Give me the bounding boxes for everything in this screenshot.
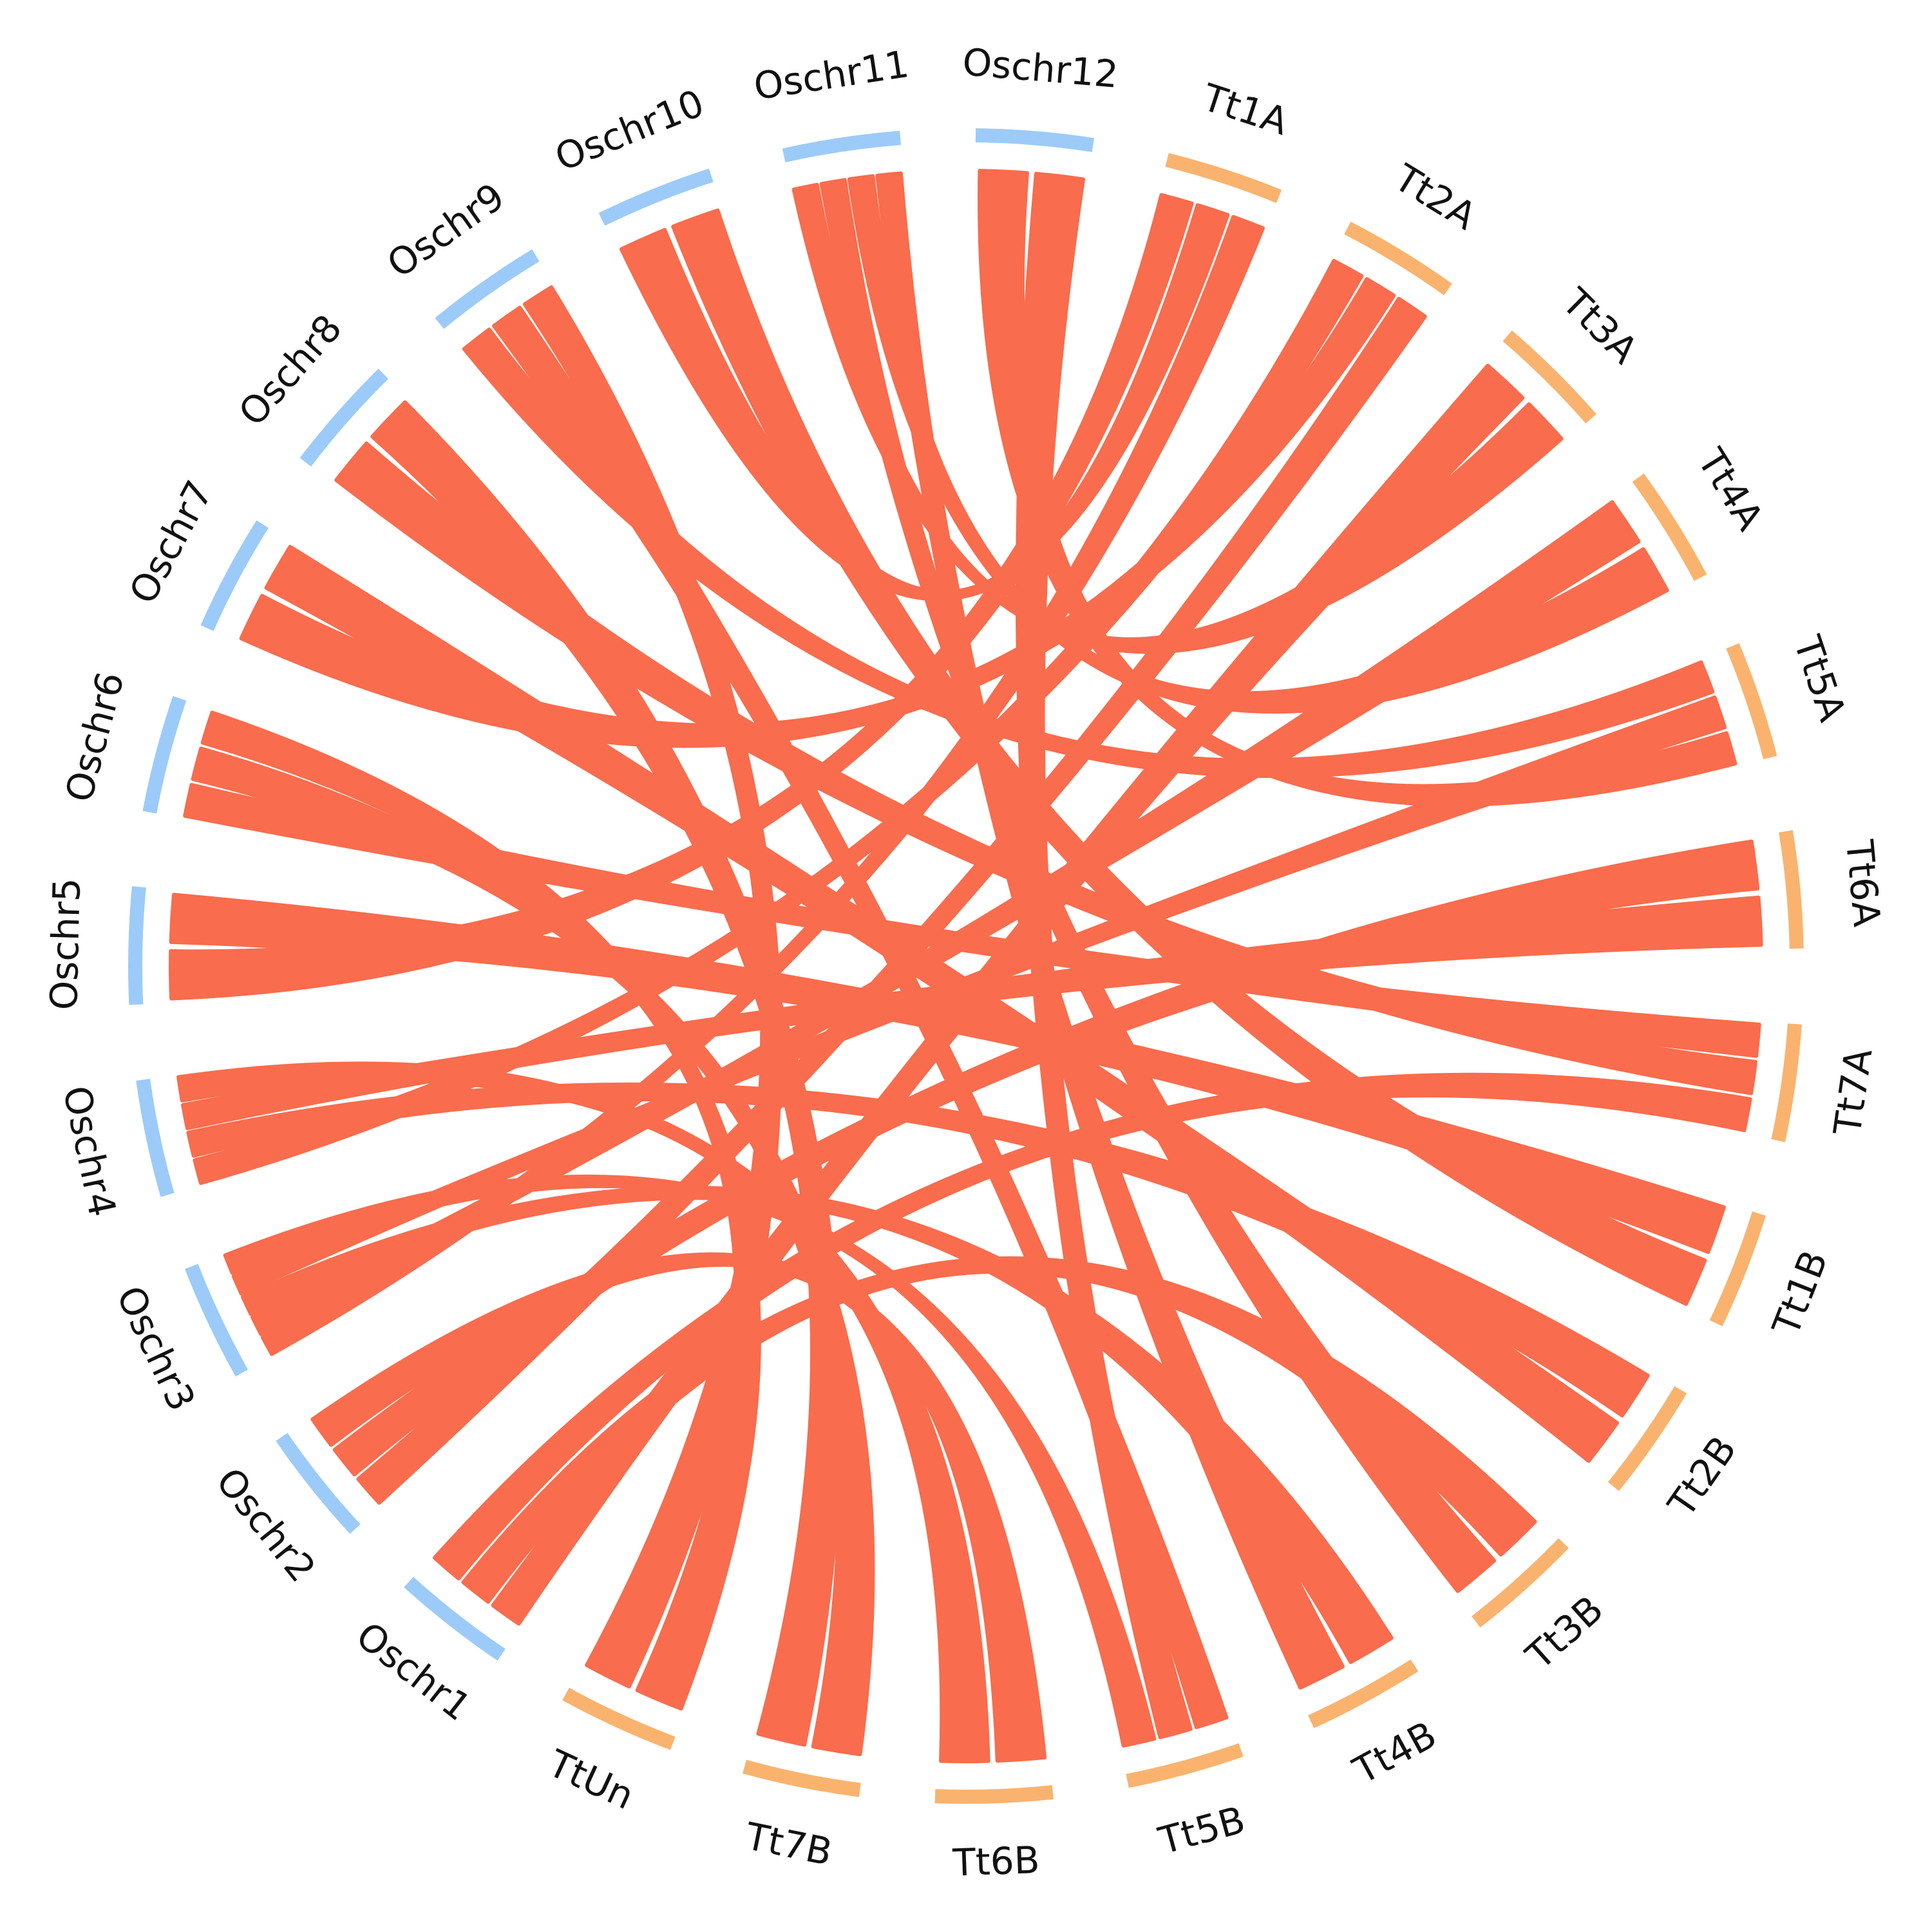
chromosome-arc-ttun xyxy=(562,1687,676,1750)
chromosome-arc-tt3a xyxy=(1502,330,1596,424)
synteny-link-tt6a-oschr4 xyxy=(180,895,1763,1130)
chromosome-label-tt1b: Tt1B xyxy=(1764,1244,1837,1341)
synteny-link-tt5a-oschr9 xyxy=(462,327,1715,779)
chromosome-label-oschr4: Oschr4 xyxy=(54,1082,124,1220)
chromosome-arc-oschr11 xyxy=(782,131,901,163)
synteny-link-tt7a-oschr8 xyxy=(334,441,1757,1095)
chromosome-arc-oschr9 xyxy=(435,249,540,329)
synteny-link-tt5a-oschr3 xyxy=(231,695,1727,1296)
chromosome-label-oschr10: Oschr10 xyxy=(549,81,710,180)
chromosome-label-oschr11: Oschr11 xyxy=(751,42,912,108)
synteny-link-tt7b-oschr8 xyxy=(370,400,843,1747)
chromosome-label-oschr12: Oschr12 xyxy=(961,40,1120,97)
chromosome-label-tt6b: Tt6B xyxy=(951,1838,1040,1885)
chromosome-arc-oschr6 xyxy=(142,696,187,814)
chromosome-label-tt3b: Tt3B xyxy=(1517,1587,1612,1678)
chromosome-arc-tt1b xyxy=(1709,1211,1766,1327)
chromosome-arc-oschr4 xyxy=(136,1079,175,1197)
chromosome-label-tt1a: Tt1A xyxy=(1197,75,1293,144)
chromosome-arc-tt5a xyxy=(1726,643,1777,760)
chromosome-arc-tt7b xyxy=(743,1759,861,1797)
chromosome-arc-oschr1 xyxy=(404,1577,506,1661)
chromosome-label-tt5a: Tt5A xyxy=(1785,630,1855,727)
chromosome-label-ttun: TtUn xyxy=(541,1741,640,1818)
chromosome-arc-tt4a xyxy=(1632,473,1707,582)
chromosome-label-tt7a: Tt7A xyxy=(1825,1045,1880,1138)
chromosome-label-oschr3: Oschr3 xyxy=(108,1279,204,1417)
synteny-link-tt7a-oschr1 xyxy=(432,1072,1752,1581)
chromosome-arc-tt6b xyxy=(934,1785,1054,1804)
chromosome-label-oschr5: Oschr5 xyxy=(42,877,89,1010)
chromosome-label-tt2a: Tt2A xyxy=(1387,155,1484,238)
synteny-link-tt5a-oschr12 xyxy=(978,169,1738,807)
chromosome-arc-oschr3 xyxy=(185,1264,248,1377)
chromosome-arc-oschr2 xyxy=(276,1433,361,1534)
synteny-link-tt4b-oschr11 xyxy=(875,171,1345,1690)
chromosome-label-tt2b: Tt2B xyxy=(1659,1428,1745,1525)
chromosome-arc-tt2a xyxy=(1344,222,1452,296)
chromosome-arc-tt3b xyxy=(1472,1538,1569,1628)
chromosome-arc-tt1a xyxy=(1165,153,1282,204)
chromosome-label-tt4b: Tt4B xyxy=(1346,1712,1444,1793)
synteny-link-tt1b-oschr5 xyxy=(169,893,1726,1255)
synteny-link-tt3a-oschr11 xyxy=(791,182,1564,654)
chromosome-arc-oschr8 xyxy=(299,368,389,467)
chromosome-label-tt7b: Tt7B xyxy=(741,1814,836,1875)
chromosome-arc-oschr7 xyxy=(200,520,269,631)
ideogram-layer xyxy=(128,128,1804,1804)
chromosome-arc-oschr5 xyxy=(128,886,146,1005)
chromosome-label-oschr6: Oschr6 xyxy=(57,667,133,806)
chromosome-label-tt3a: Tt3A xyxy=(1553,279,1647,372)
chromosome-arc-tt2b xyxy=(1607,1386,1687,1492)
synteny-link-tt5b-oschr3 xyxy=(223,1174,1157,1748)
synteny-link-tt1a-oschr10 xyxy=(619,203,1230,601)
chromosome-label-oschr8: Oschr8 xyxy=(230,306,350,434)
synteny-link-ttun-oschr9 xyxy=(522,285,782,1689)
synteny-link-tt4a-oschr11 xyxy=(847,174,1669,714)
chromosome-label-oschr7: Oschr7 xyxy=(120,473,222,611)
synteny-link-tt5b-oschr12 xyxy=(1016,171,1193,1739)
chromosome-arc-tt5b xyxy=(1126,1743,1244,1788)
chromosome-arc-oschr10 xyxy=(598,168,714,226)
synteny-link-tt2a-oschr4 xyxy=(193,259,1364,1186)
chromosome-arc-tt7a xyxy=(1771,1023,1802,1142)
synteny-link-tt3b-oschr11 xyxy=(819,178,1497,1593)
chromosome-arc-oschr12 xyxy=(975,128,1095,153)
chromosome-arc-tt6a xyxy=(1779,830,1804,949)
chromosome-label-tt6a: Tt6A xyxy=(1837,837,1889,929)
chromosome-label-tt4a: Tt4A xyxy=(1689,440,1772,538)
links-layer xyxy=(169,169,1763,1763)
synteny-link-tt3a-oschr1 xyxy=(491,363,1525,1626)
chromosome-label-oschr9: Oschr9 xyxy=(379,175,513,287)
chromosome-arc-tt4b xyxy=(1308,1659,1419,1728)
synteny-link-tt6b-oschr4 xyxy=(176,1061,990,1763)
synteny-link-tt6b-oschr2 xyxy=(310,1252,1047,1763)
chromosome-label-tt5b: Tt5B xyxy=(1153,1797,1249,1862)
